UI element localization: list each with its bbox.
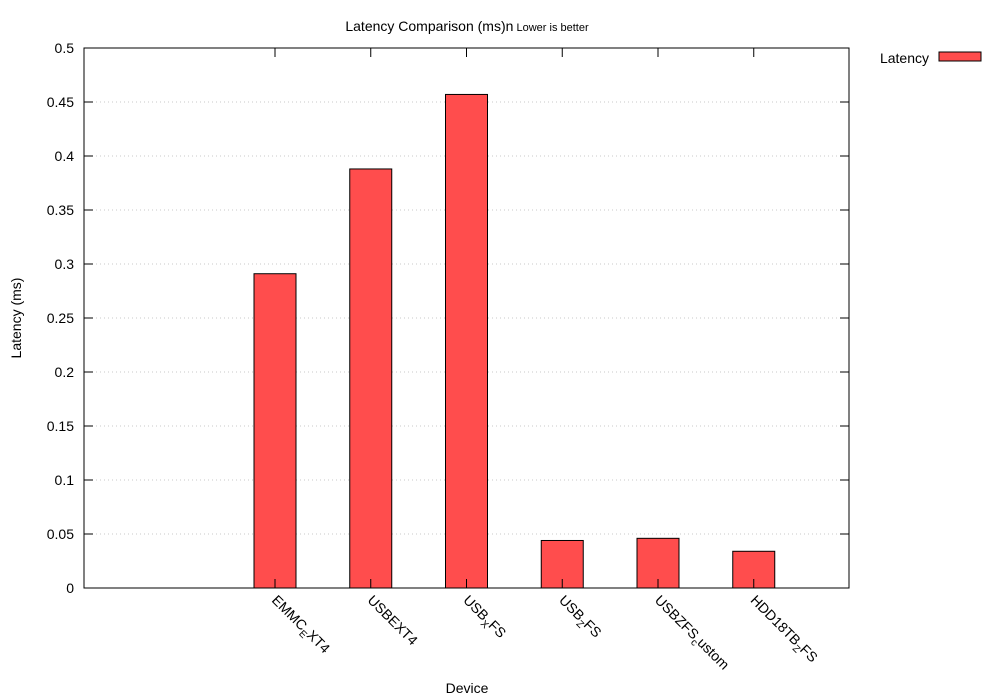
legend-swatch-latency	[938, 51, 982, 62]
y-tick-label: 0.35	[47, 202, 74, 218]
y-tick-label: 0.2	[55, 364, 75, 380]
x-tick-label: USBEXT4	[365, 592, 422, 649]
y-tick-label: 0.1	[55, 472, 75, 488]
x-tick-label: HDD18TBZFS	[745, 592, 821, 668]
chart-title-main: Latency Comparison (ms)n	[345, 18, 513, 34]
bar	[349, 168, 393, 589]
y-tick-label: 0.5	[55, 40, 75, 56]
bar	[253, 273, 297, 589]
y-tick-label: 0.3	[55, 256, 75, 272]
y-axis-label: Latency (ms)	[8, 278, 24, 359]
y-tick-label: 0.05	[47, 526, 74, 542]
chart-subtitle: Lower is better	[513, 22, 589, 34]
chart-title: Latency Comparison (ms)n Lower is better	[345, 18, 589, 34]
x-axis-label: Device	[446, 680, 489, 696]
axis-ticks	[84, 47, 849, 589]
y-tick-label: 0.15	[47, 418, 74, 434]
legend-label-latency: Latency	[880, 50, 929, 66]
y-tick-labels: 0 0.05 0.1 0.15 0.2 0.25 0.3 0.35 0.4 0.45 0.5	[47, 40, 74, 596]
x-tick-labels: EMMCEXT4 USBEXT4 USBXFS USBZFS USBZFScustomH…	[266, 592, 821, 676]
x-tick-label: EMMCEXT4	[266, 592, 333, 659]
x-tick-label: USBZFScustom	[649, 592, 733, 676]
x-tick-label: USBXFS	[458, 592, 510, 644]
x-tick-label: USBZFS	[553, 592, 604, 643]
y-tick-label: 0.45	[47, 94, 74, 110]
y-tick-label: 0.25	[47, 310, 74, 326]
bars	[253, 93, 776, 589]
legend: Latency	[880, 50, 982, 66]
y-tick-label: 0	[66, 580, 74, 596]
bar	[445, 93, 488, 589]
y-tick-label: 0.4	[55, 148, 75, 164]
